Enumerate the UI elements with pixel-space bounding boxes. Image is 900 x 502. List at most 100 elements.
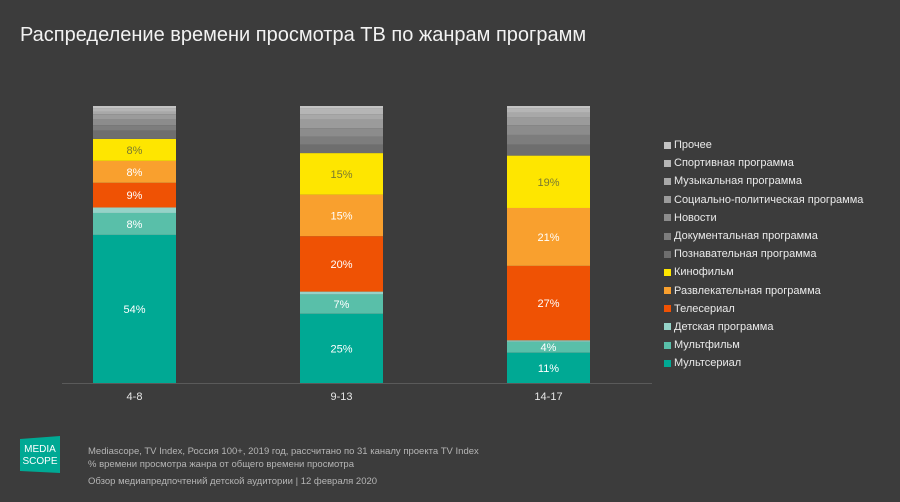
chart-legend: Прочее Спортивная программа Музыкальная пр… — [664, 136, 863, 372]
bar-segment — [507, 207, 590, 266]
bar-segment — [300, 108, 383, 115]
bar-segment — [507, 341, 590, 353]
legend-label: Прочее — [674, 139, 712, 152]
legend-item: Мультфильм — [664, 336, 863, 354]
bar-segment — [93, 130, 176, 139]
bar-segment — [93, 111, 176, 115]
legend-item: Кинофильм — [664, 263, 863, 281]
svg-text:MEDIA: MEDIA — [24, 444, 56, 455]
bar-segment — [300, 136, 383, 145]
legend-item: Спортивная программа — [664, 154, 863, 172]
data-label: 15% — [330, 169, 352, 181]
legend-item: Детская программа — [664, 318, 863, 336]
legend-label: Новости — [674, 211, 717, 224]
mediascope-logo: MEDIA SCOPE — [20, 436, 62, 476]
svg-text:SCOPE: SCOPE — [22, 456, 57, 467]
legend-item: Познавательная программа — [664, 245, 863, 263]
bar-segment — [300, 291, 383, 295]
legend-swatch — [664, 159, 671, 167]
bar-segment — [507, 108, 590, 113]
bar-segment — [507, 352, 590, 383]
legend-label: Документальная программа — [674, 230, 818, 243]
x-tick-label: 4-8 — [127, 391, 143, 403]
data-label: 21% — [537, 232, 559, 244]
legend-item: Новости — [664, 209, 863, 227]
data-label: 4% — [541, 342, 557, 354]
bar-segment — [507, 134, 590, 145]
legend-swatch — [664, 232, 671, 240]
bar-segment — [507, 155, 590, 208]
bar-segment — [93, 119, 176, 126]
legend-item: Мультсериал — [664, 354, 863, 372]
bar-segment — [93, 212, 176, 235]
data-label: 27% — [537, 298, 559, 310]
legend-item: Социально-политическая программа — [664, 191, 863, 209]
bar-segment — [93, 138, 176, 161]
legend-swatch — [664, 177, 671, 185]
stacked-bar-chart: 54% 8% 9% 8% 8% 4-8 25% 7% 20% 15% 15% 9-13 11% 4% 27%… — [62, 106, 652, 403]
legend-swatch — [664, 341, 671, 349]
legend-swatch — [664, 250, 671, 258]
legend-label: Детская программа — [674, 320, 774, 333]
footer-note: % времени просмотра жанра от общего врем… — [88, 459, 354, 470]
bar-segment — [93, 207, 176, 213]
legend-swatch — [664, 359, 671, 367]
legend-label: Социально-политическая программа — [674, 193, 864, 206]
bar-segment — [93, 125, 176, 131]
legend-item: Музыкальная программа — [664, 172, 863, 190]
bar-segment — [93, 160, 176, 183]
data-label: 9% — [127, 190, 143, 202]
chart-title: Распределение времени просмотра ТВ по жа… — [20, 24, 587, 46]
bar-segment — [93, 108, 176, 112]
legend-item: Прочее — [664, 136, 863, 154]
data-label: 19% — [537, 177, 559, 189]
footer-report: Обзор медиапредпочтений детской аудитори… — [88, 476, 378, 487]
legend-item: Развлекательная программа — [664, 282, 863, 300]
data-label: 7% — [334, 299, 350, 311]
bar-segment — [300, 294, 383, 314]
legend-label: Познавательная программа — [674, 248, 817, 261]
legend-swatch — [664, 196, 671, 204]
bar-segment — [507, 117, 590, 126]
legend-item: Документальная программа — [664, 227, 863, 245]
bar-segment — [300, 313, 383, 383]
bar-segment — [300, 106, 383, 109]
data-label: 11% — [538, 363, 559, 375]
x-tick-label: 9-13 — [330, 391, 352, 403]
bar-segment — [507, 144, 590, 156]
legend-item: Телесериал — [664, 300, 863, 318]
legend-swatch — [664, 323, 671, 331]
legend-label: Музыкальная программа — [674, 175, 802, 188]
data-label: 25% — [330, 343, 352, 355]
bar-segment — [507, 125, 590, 135]
legend-label: Кинофильм — [674, 266, 734, 279]
bar-segment — [300, 119, 383, 129]
bar-segment — [507, 265, 590, 341]
bar-segment — [93, 182, 176, 208]
data-label: 15% — [330, 210, 352, 222]
bar-segment — [93, 106, 176, 109]
x-tick-label: 14-17 — [534, 391, 562, 403]
data-label: 20% — [330, 259, 352, 271]
bar-segment — [93, 234, 176, 383]
bar-segment — [300, 236, 383, 292]
bar-segment — [93, 114, 176, 120]
bar-segment — [300, 194, 383, 237]
data-label: 8% — [127, 145, 143, 157]
footer-source: Mediascope, TV Index, Россия 100+, 2019 … — [88, 446, 479, 457]
legend-swatch — [664, 268, 671, 276]
legend-label: Мультфильм — [674, 339, 740, 352]
bar-segment — [300, 128, 383, 137]
data-label: 8% — [127, 167, 143, 179]
legend-swatch — [664, 305, 671, 313]
bar-segment — [507, 106, 590, 109]
legend-label: Мультсериал — [674, 357, 742, 370]
legend-swatch — [664, 214, 671, 222]
data-label: 8% — [127, 219, 143, 231]
legend-swatch — [664, 287, 671, 295]
legend-swatch — [664, 141, 671, 149]
bar-segment — [507, 340, 590, 342]
bar-segment — [300, 144, 383, 154]
legend-label: Спортивная программа — [674, 157, 794, 170]
bar-segment — [300, 114, 383, 120]
